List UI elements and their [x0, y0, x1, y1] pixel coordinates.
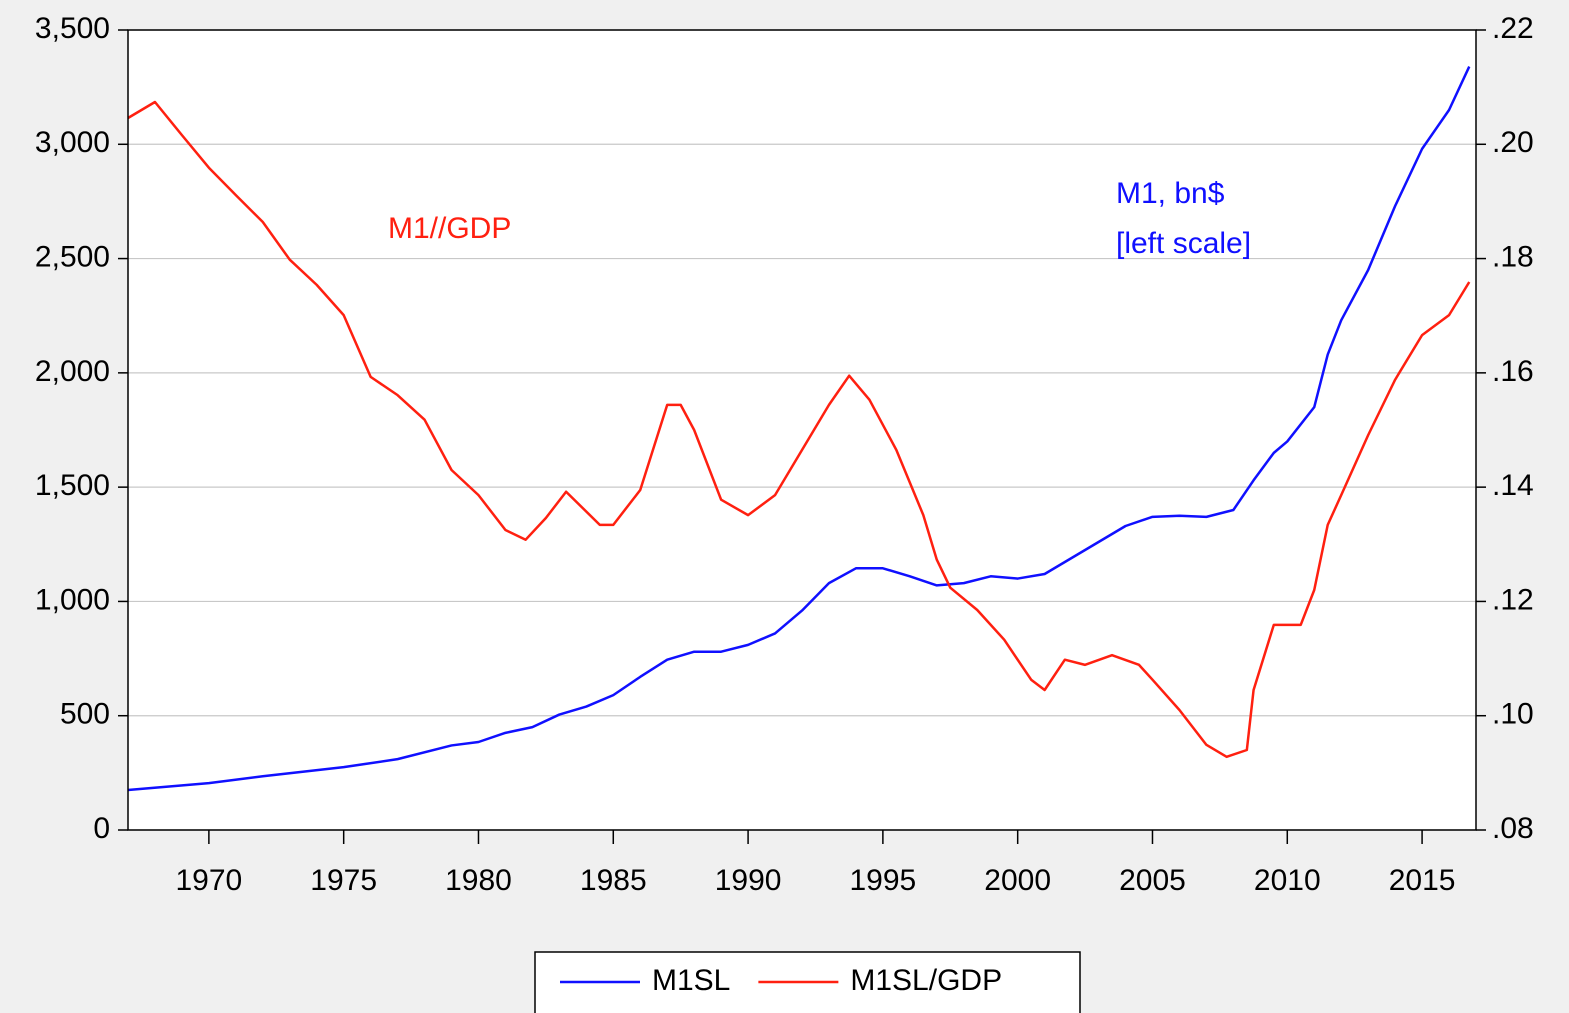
y-tick-label: 500 [60, 698, 110, 731]
x-tick-label: 2010 [1254, 864, 1321, 897]
y2-tick-label: .08 [1492, 812, 1534, 845]
x-tick-label: 1995 [850, 864, 917, 897]
y2-tick-label: .12 [1492, 583, 1534, 616]
legend-label: M1SL/GDP [850, 964, 1002, 997]
y-tick-label: 2,500 [35, 240, 110, 273]
y2-tick-label: .22 [1492, 12, 1534, 45]
x-tick-label: 1975 [310, 864, 377, 897]
y-tick-label: 1,000 [35, 583, 110, 616]
x-tick-label: 2005 [1119, 864, 1186, 897]
x-tick-label: 1970 [176, 864, 243, 897]
y-tick-label: 3,000 [35, 126, 110, 159]
y2-tick-label: .18 [1492, 240, 1534, 273]
x-tick-label: 1990 [715, 864, 782, 897]
y2-tick-label: .20 [1492, 126, 1534, 159]
series-line [127, 66, 1471, 792]
annotation: M1, bn$ [1116, 177, 1225, 210]
x-tick-label: 2015 [1389, 864, 1456, 897]
y-tick-label: 0 [93, 812, 110, 845]
annotation: [left scale] [1116, 227, 1251, 260]
legend-label: M1SL [652, 964, 730, 997]
ticks: 0 500 1,000 1,500 2,000 2,500 3,000 3,500 .08 .10… [35, 12, 1534, 897]
annotation: M1//GDP [388, 212, 511, 245]
lines [127, 66, 1471, 792]
y-tick-label: 3,500 [35, 12, 110, 45]
x-tick-label: 1980 [445, 864, 512, 897]
y-tick-label: 2,000 [35, 355, 110, 388]
y2-tick-label: .10 [1492, 698, 1534, 731]
y2-tick-label: .16 [1492, 355, 1534, 388]
y-tick-label: 1,500 [35, 469, 110, 502]
x-tick-label: 1985 [580, 864, 647, 897]
y2-tick-label: .14 [1492, 469, 1534, 502]
plot-frame [127, 29, 1477, 831]
plot-area [128, 30, 1476, 830]
x-tick-label: 2000 [984, 864, 1051, 897]
legend: M1SL M1SL/GDP [560, 964, 1002, 997]
series-line [127, 100, 1471, 759]
